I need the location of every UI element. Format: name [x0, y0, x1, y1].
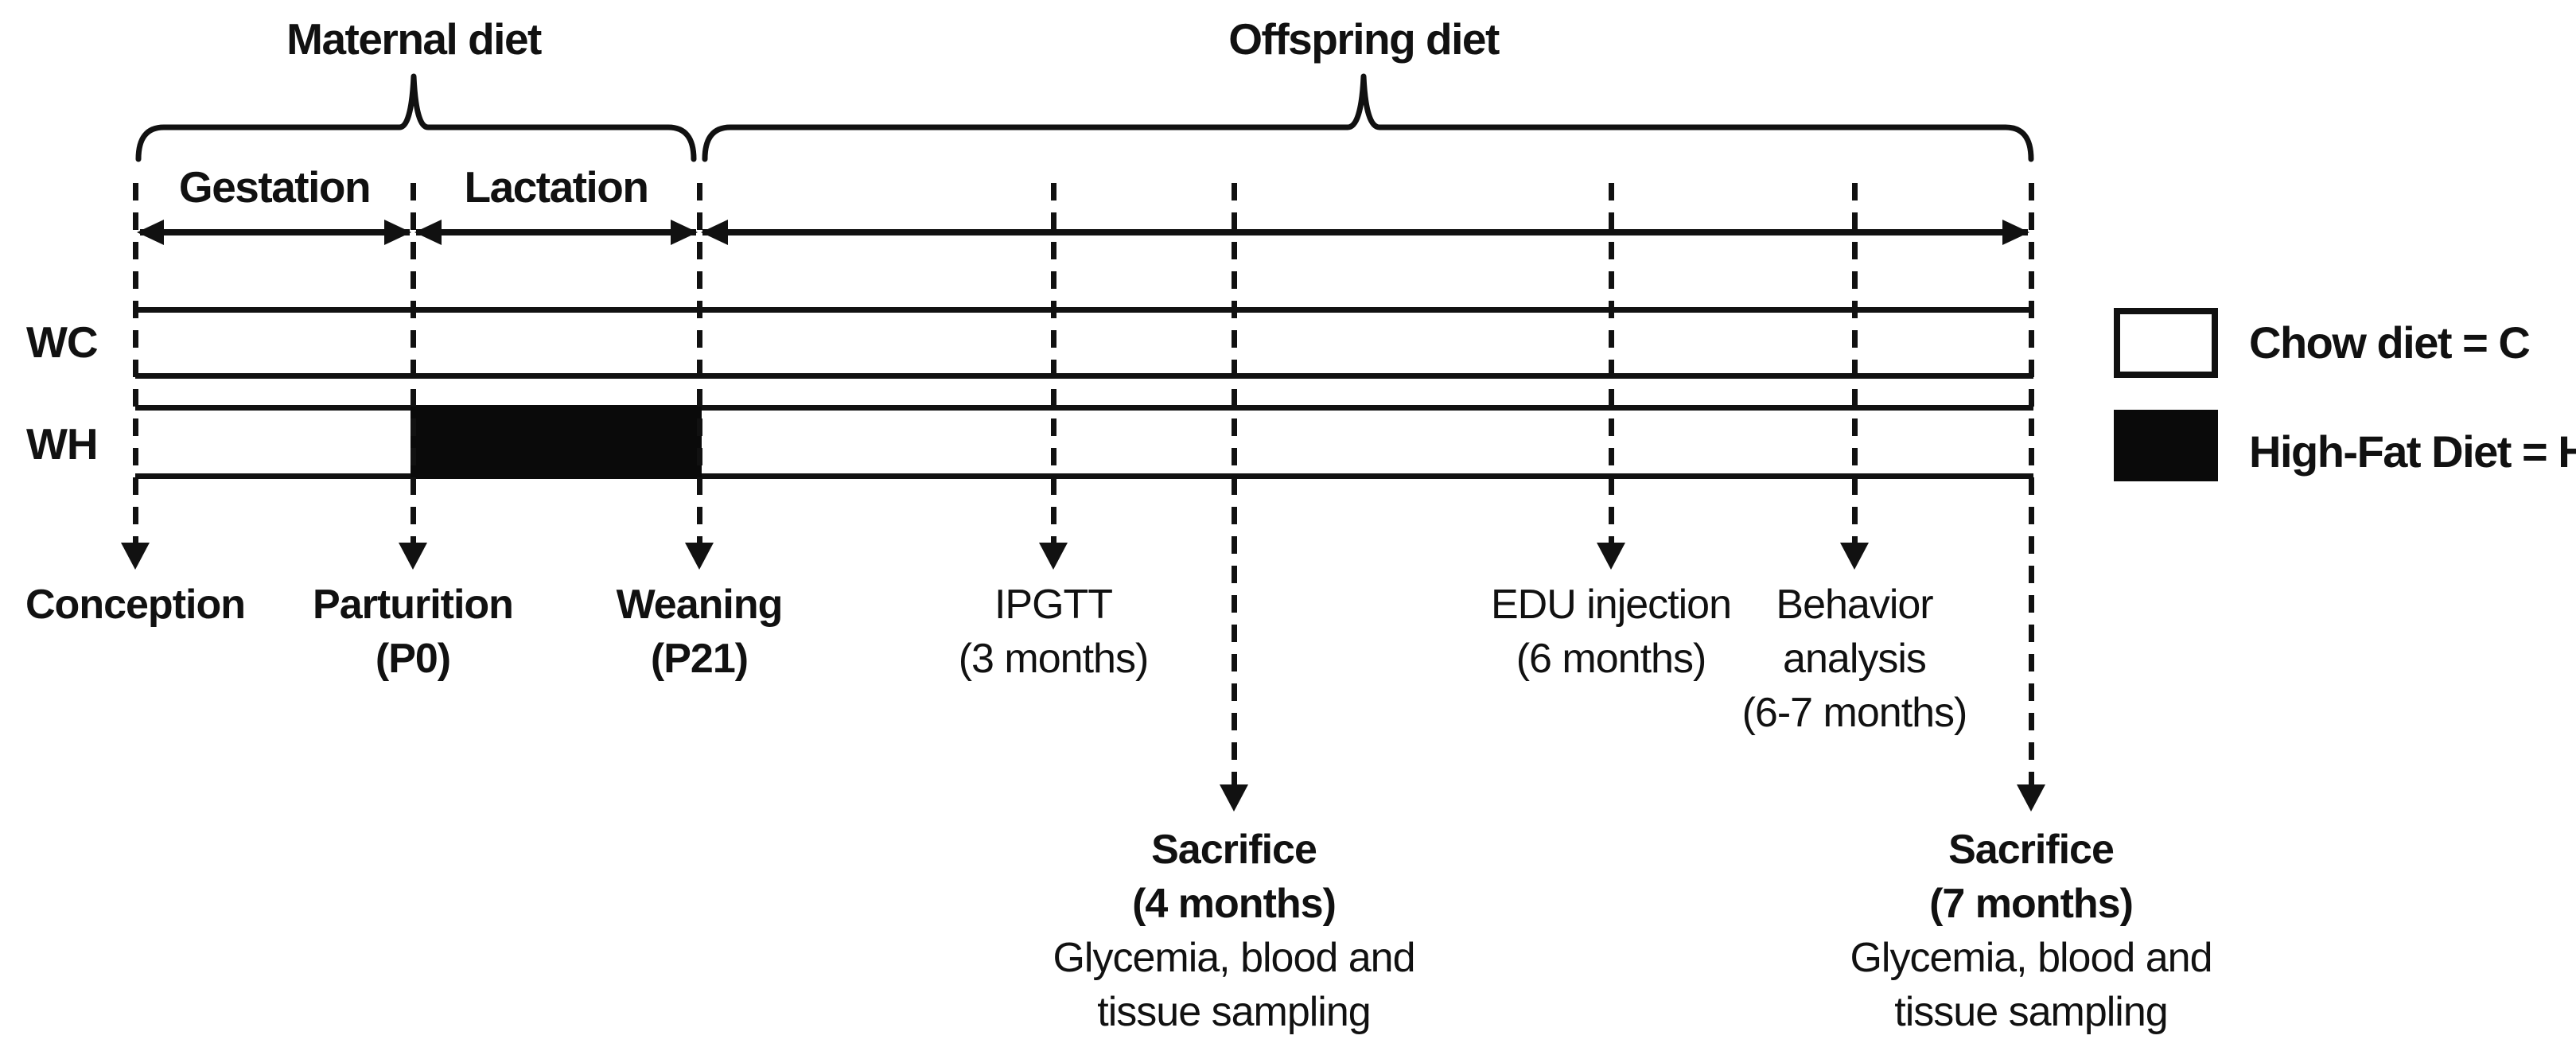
mark-label-line: Sacrifice — [1151, 827, 1317, 873]
arrowhead-left-icon — [701, 220, 728, 245]
mark-label-line: tissue sampling — [1894, 989, 2168, 1035]
maternal-diet-title: Maternal diet — [286, 14, 542, 64]
mark-label-line: EDU injection — [1490, 582, 1732, 628]
arrowhead-down-icon — [1840, 543, 1869, 570]
arrowhead-down-icon — [1220, 784, 1248, 812]
mark-label-line: (3 months) — [958, 636, 1150, 682]
mark-label-line: (7 months) — [1929, 881, 2134, 927]
wh-highfat-segment — [411, 405, 702, 479]
maternal-diet-brace — [135, 73, 697, 162]
offspring-diet-brace — [702, 73, 2034, 162]
mark-label-line: (P21) — [650, 636, 749, 682]
mark-label-line: Sacrifice — [1948, 827, 2115, 873]
row-label-wc: WC — [26, 317, 99, 367]
lactation-label: Lactation — [464, 162, 649, 212]
mark-label-line: Parturition — [313, 582, 514, 628]
arrowhead-right-icon — [2002, 220, 2029, 245]
mark-label-line: Behavior — [1776, 582, 1933, 628]
legend-chow-swatch — [2114, 308, 2218, 378]
arrowhead-down-icon — [1597, 543, 1625, 570]
mark-label-line: (4 months) — [1132, 881, 1337, 927]
mark-label-line: (P0) — [375, 636, 451, 682]
offspring-diet-title: Offspring diet — [1228, 14, 1500, 64]
legend-highfat-label: High-Fat Diet = H — [2249, 426, 2576, 477]
arrowhead-down-icon — [399, 543, 427, 570]
legend-chow-label: Chow diet = C — [2249, 317, 2531, 368]
arrowhead-left-icon — [414, 220, 442, 245]
arrowhead-left-icon — [137, 220, 164, 245]
arrowhead-down-icon — [121, 543, 150, 570]
mark-label-line: Glycemia, blood and — [1053, 935, 1415, 981]
arrowhead-right-icon — [671, 220, 698, 245]
arrowhead-down-icon — [685, 543, 714, 570]
mark-label-line: (6-7 months) — [1741, 690, 1968, 736]
arrowhead-down-icon — [2017, 784, 2045, 812]
mark-label-line: Glycemia, blood and — [1850, 935, 2212, 981]
mark-label-line: (6 months) — [1516, 636, 1707, 682]
mark-label-line: tissue sampling — [1097, 989, 1371, 1035]
mark-label-line: Conception — [25, 582, 246, 628]
mark-label-line: Weaning — [616, 582, 784, 628]
arrowhead-right-icon — [384, 220, 411, 245]
mark-label-line: IPGTT — [994, 582, 1113, 628]
row-label-wh: WH — [26, 419, 99, 469]
gestation-label: Gestation — [178, 162, 372, 212]
mark-label-line: analysis — [1783, 636, 1927, 682]
arrowhead-down-icon — [1039, 543, 1068, 570]
legend-highfat-swatch — [2114, 410, 2218, 481]
